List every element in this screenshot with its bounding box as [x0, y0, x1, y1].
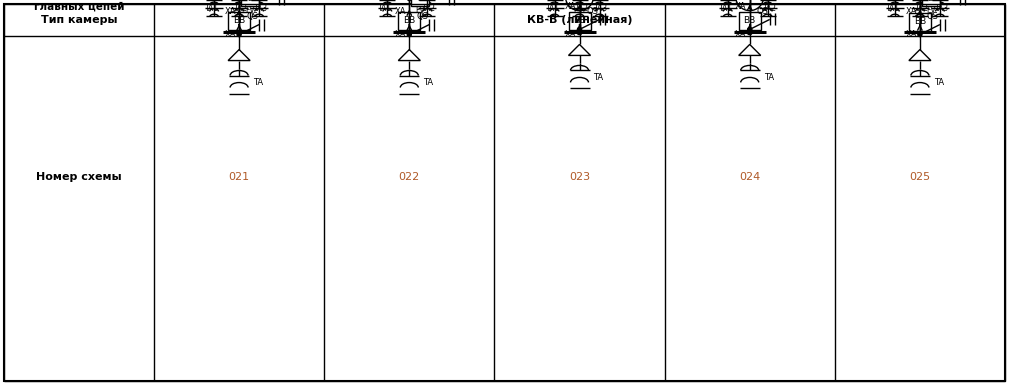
- Polygon shape: [241, 0, 259, 5]
- Text: XA: XA: [395, 7, 407, 16]
- Text: 025: 025: [909, 171, 930, 181]
- Text: TA: TA: [424, 78, 434, 87]
- Text: TA3: TA3: [254, 4, 268, 13]
- Text: ВВ: ВВ: [404, 17, 416, 25]
- Text: Тип камеры: Тип камеры: [40, 15, 117, 25]
- Text: ⊠: ⊠: [927, 0, 934, 3]
- Text: FV: FV: [245, 6, 255, 15]
- Circle shape: [237, 33, 241, 37]
- Text: TA3: TA3: [934, 4, 948, 13]
- Text: XA: XA: [565, 30, 576, 38]
- Text: TA1: TA1: [718, 4, 733, 13]
- Text: TA: TA: [934, 78, 944, 87]
- Text: ⊠: ⊠: [247, 0, 253, 3]
- Text: TA1: TA1: [205, 4, 219, 13]
- Text: TA2: TA2: [574, 4, 588, 13]
- Text: TA: TA: [593, 73, 603, 82]
- Text: ⊠: ⊠: [417, 0, 424, 3]
- Text: 021: 021: [228, 171, 249, 181]
- Text: 024: 024: [739, 171, 761, 181]
- Text: 023: 023: [569, 171, 590, 181]
- Text: QS: QS: [417, 12, 428, 21]
- Polygon shape: [4, 4, 1005, 381]
- Text: QS: QS: [927, 12, 938, 21]
- Text: QS: QS: [246, 12, 258, 21]
- Text: XA: XA: [905, 30, 917, 38]
- Text: TA1: TA1: [546, 4, 560, 13]
- Text: XA: XA: [225, 30, 236, 38]
- Text: QS: QS: [586, 7, 598, 16]
- Text: TA1: TA1: [886, 4, 900, 13]
- Circle shape: [577, 27, 581, 32]
- Polygon shape: [228, 12, 250, 30]
- Text: FV: FV: [926, 6, 935, 15]
- Text: XA: XA: [565, 2, 576, 11]
- Text: TA2: TA2: [915, 4, 929, 13]
- Text: XA: XA: [395, 30, 407, 38]
- Text: ВВ: ВВ: [914, 17, 926, 27]
- Text: TA: TA: [253, 78, 263, 87]
- Text: КВ-В (линейная): КВ-В (линейная): [527, 15, 633, 25]
- Text: QS: QS: [757, 7, 769, 16]
- Text: FV: FV: [416, 6, 425, 15]
- Polygon shape: [412, 0, 429, 5]
- Text: TA: TA: [764, 73, 774, 82]
- Text: TA2: TA2: [423, 4, 436, 13]
- Text: TA3: TA3: [594, 4, 608, 13]
- Text: ВВ: ВВ: [573, 17, 585, 25]
- Text: ВВ: ВВ: [233, 17, 245, 25]
- Text: 022: 022: [399, 171, 420, 181]
- Text: XA: XA: [736, 30, 747, 38]
- Text: Номер схемы: Номер схемы: [36, 171, 122, 181]
- Text: ВВ: ВВ: [744, 17, 756, 25]
- Text: TA2: TA2: [234, 4, 248, 13]
- Text: Схема
электрическая
принципиальная
главных цепей: Схема электрическая принципиальная главн…: [28, 0, 129, 12]
- Circle shape: [408, 33, 412, 37]
- Polygon shape: [568, 12, 590, 30]
- Circle shape: [918, 33, 922, 37]
- Text: TA1: TA1: [378, 4, 393, 13]
- Text: TA2: TA2: [763, 4, 777, 13]
- Polygon shape: [739, 12, 761, 30]
- Polygon shape: [909, 13, 931, 31]
- Polygon shape: [922, 0, 940, 5]
- Polygon shape: [399, 12, 421, 30]
- Text: XA: XA: [225, 7, 236, 16]
- Text: XA: XA: [736, 2, 747, 11]
- Text: XA: XA: [905, 7, 917, 16]
- Circle shape: [748, 27, 752, 32]
